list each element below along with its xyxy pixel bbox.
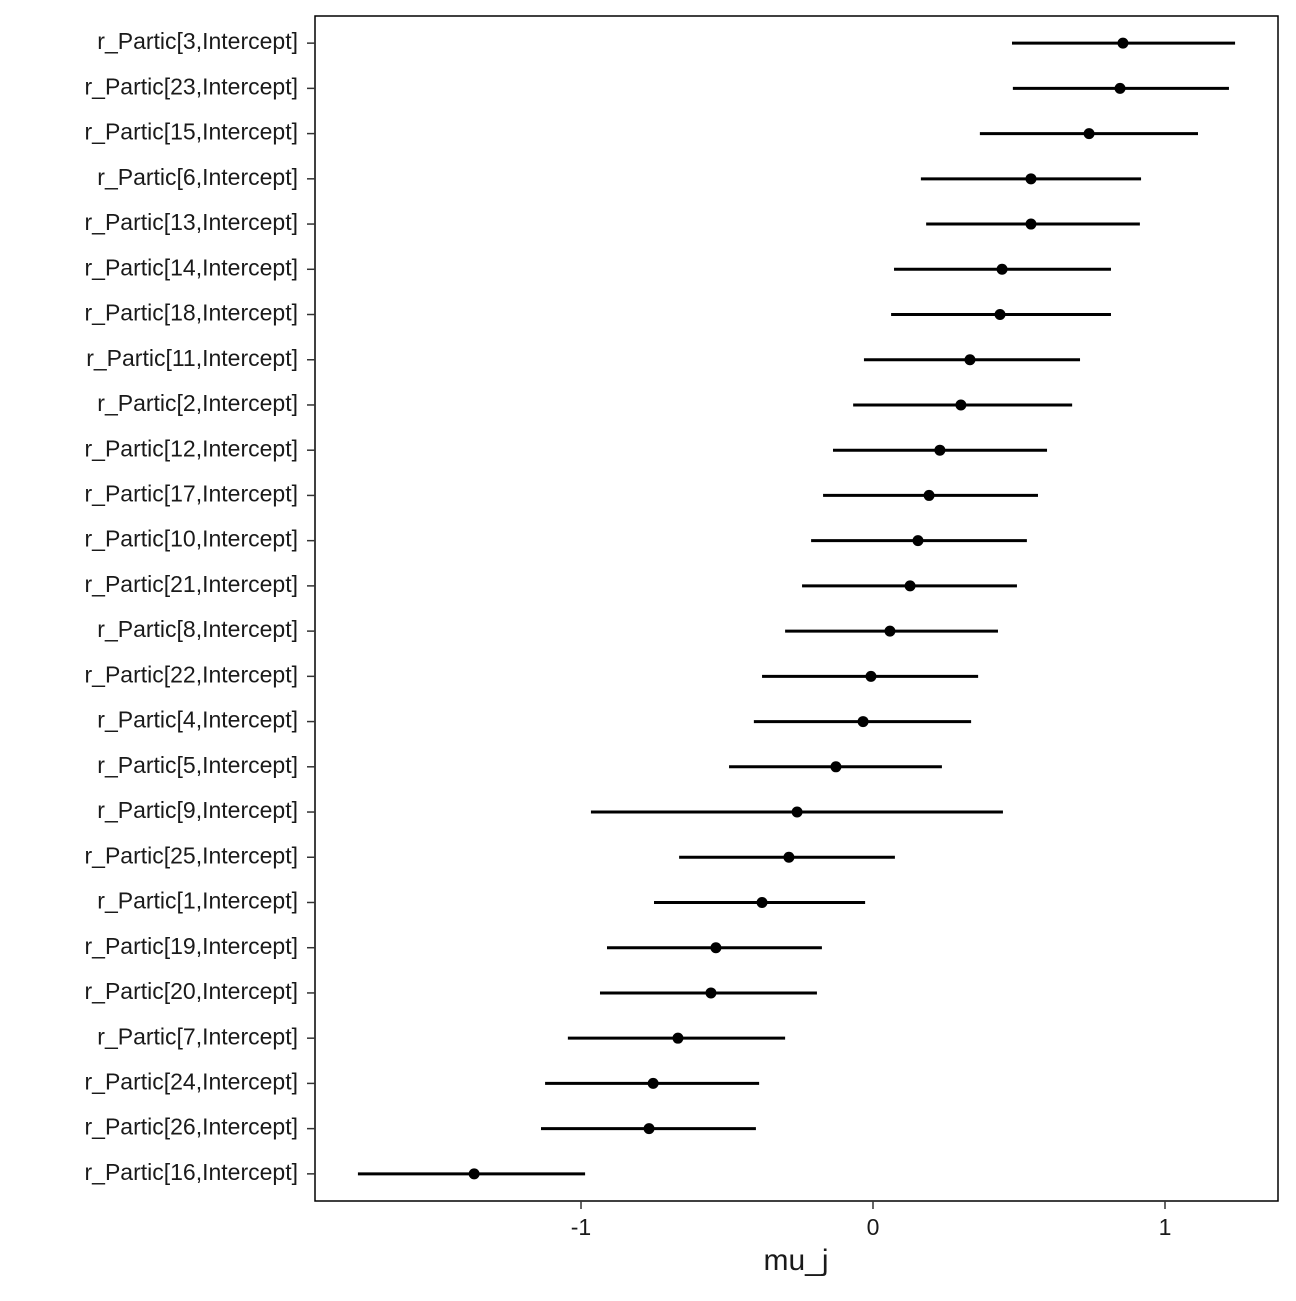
point [830, 761, 842, 773]
point [994, 309, 1006, 321]
y-tick-label: r_Partic[2,Intercept] [97, 390, 298, 416]
y-tick-label: r_Partic[15,Intercept] [85, 119, 299, 145]
y-tick-label: r_Partic[24,Intercept] [85, 1068, 299, 1094]
point [865, 670, 877, 682]
y-tick-label: r_Partic[25,Intercept] [85, 842, 299, 868]
point [783, 851, 795, 863]
point [756, 896, 768, 908]
x-tick-label: 0 [867, 1214, 880, 1240]
panel-border [314, 15, 1279, 1202]
y-tick-label: r_Partic[20,Intercept] [85, 978, 299, 1004]
point [955, 399, 967, 411]
y-tick-label: r_Partic[23,Intercept] [85, 73, 299, 99]
y-tick-label: r_Partic[19,Intercept] [85, 933, 299, 959]
y-tick-label: r_Partic[11,Intercept] [86, 345, 298, 371]
y-tick-label: r_Partic[14,Intercept] [85, 254, 299, 280]
point [672, 1032, 684, 1044]
x-tick-label: 1 [1159, 1214, 1172, 1240]
point [647, 1077, 659, 1089]
point [1117, 37, 1129, 49]
x-tick-label: -1 [571, 1214, 591, 1240]
point [1083, 128, 1095, 140]
point [1025, 218, 1037, 230]
y-tick-label: r_Partic[8,Intercept] [97, 616, 298, 642]
point [1114, 82, 1126, 94]
y-tick-label: r_Partic[1,Intercept] [97, 888, 298, 914]
y-tick-label: r_Partic[12,Intercept] [85, 435, 299, 461]
point [964, 354, 976, 366]
y-tick-label: r_Partic[21,Intercept] [85, 571, 299, 597]
y-tick-label: r_Partic[13,Intercept] [85, 209, 299, 235]
y-tick-label: r_Partic[6,Intercept] [97, 164, 298, 190]
point [643, 1123, 655, 1135]
point [468, 1168, 480, 1180]
point [912, 535, 924, 547]
y-tick-label: r_Partic[9,Intercept] [97, 797, 298, 823]
point [791, 806, 803, 818]
y-tick-label: r_Partic[26,Intercept] [85, 1114, 299, 1140]
x-axis-label: mu_j [763, 1244, 828, 1277]
y-tick-label: r_Partic[18,Intercept] [85, 300, 299, 326]
y-tick-label: r_Partic[17,Intercept] [85, 481, 299, 507]
point [710, 942, 722, 954]
y-tick-label: r_Partic[16,Intercept] [85, 1159, 299, 1185]
point [1025, 173, 1037, 185]
point [996, 263, 1008, 275]
y-tick-label: r_Partic[10,Intercept] [85, 526, 299, 552]
y-tick-label: r_Partic[7,Intercept] [97, 1023, 298, 1049]
y-tick-label: r_Partic[5,Intercept] [97, 752, 298, 778]
y-tick-label: r_Partic[22,Intercept] [85, 661, 299, 687]
point [934, 444, 946, 456]
point [857, 716, 869, 728]
point [923, 489, 935, 501]
point [884, 625, 896, 637]
y-tick-label: r_Partic[4,Intercept] [97, 707, 298, 733]
point [705, 987, 717, 999]
y-tick-label: r_Partic[3,Intercept] [97, 28, 298, 54]
point [904, 580, 916, 592]
